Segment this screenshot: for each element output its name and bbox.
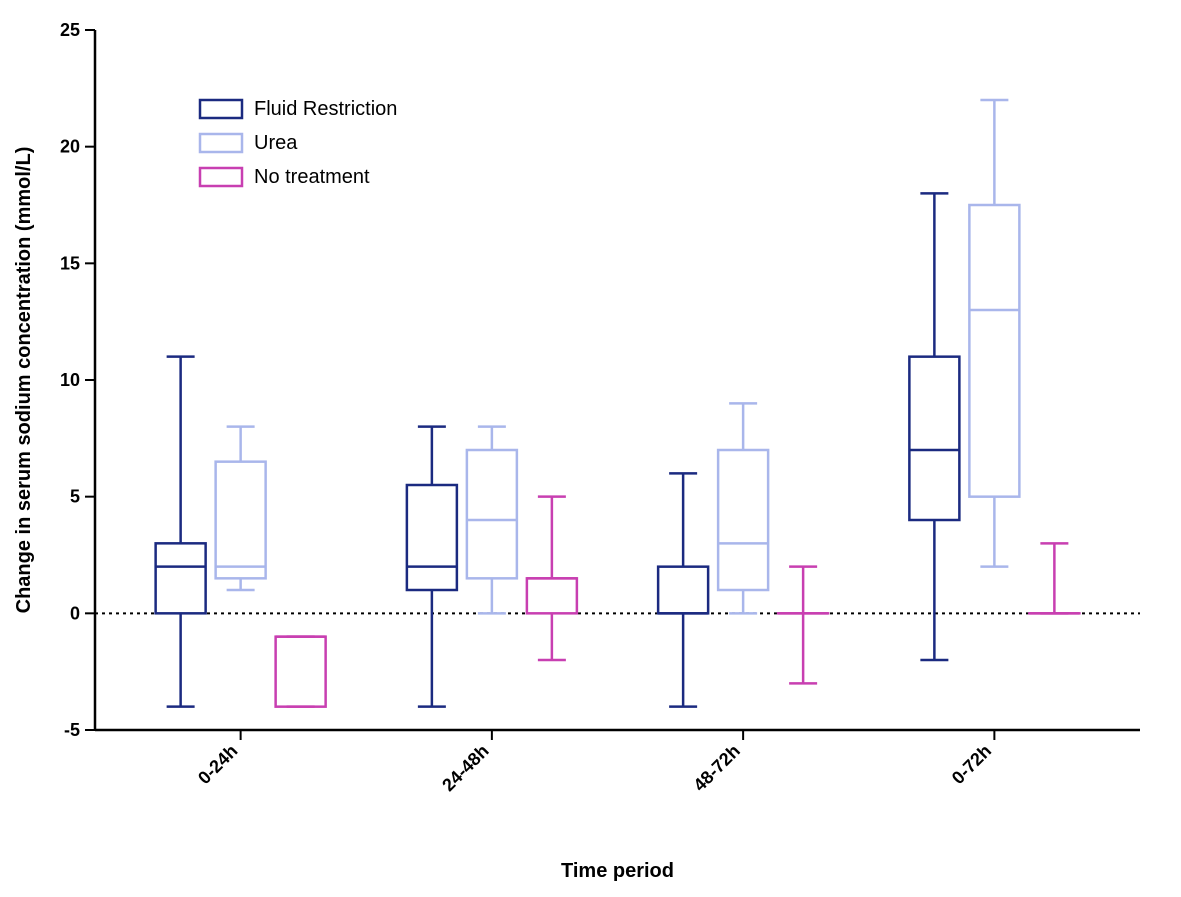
y-tick-label: 25: [60, 20, 80, 40]
y-tick-label: 10: [60, 370, 80, 390]
box: [156, 543, 206, 613]
legend-swatch: [200, 134, 242, 152]
box: [909, 357, 959, 520]
box: [407, 485, 457, 590]
legend-label: Urea: [254, 132, 298, 154]
legend-label: Fluid Restriction: [254, 98, 397, 120]
box: [467, 450, 517, 578]
legend-label: No treatment: [254, 166, 370, 188]
x-axis-title: Time period: [561, 860, 674, 882]
box: [969, 205, 1019, 497]
box: [718, 450, 768, 590]
box: [276, 637, 326, 707]
legend-swatch: [200, 168, 242, 186]
box: [658, 567, 708, 614]
legend-swatch: [200, 100, 242, 118]
y-tick-label: 20: [60, 137, 80, 157]
box: [216, 462, 266, 579]
y-tick-label: 0: [70, 603, 80, 623]
y-axis-title: Change in serum sodium concentration (mm…: [13, 147, 35, 614]
y-tick-label: 5: [70, 487, 80, 507]
sodium-boxplot: -5 0 5 10 15 20 25 Change in serum sodium conce…: [0, 0, 1181, 897]
y-tick-label: 15: [60, 253, 80, 273]
box: [527, 578, 577, 613]
y-tick-label: -5: [64, 720, 80, 740]
